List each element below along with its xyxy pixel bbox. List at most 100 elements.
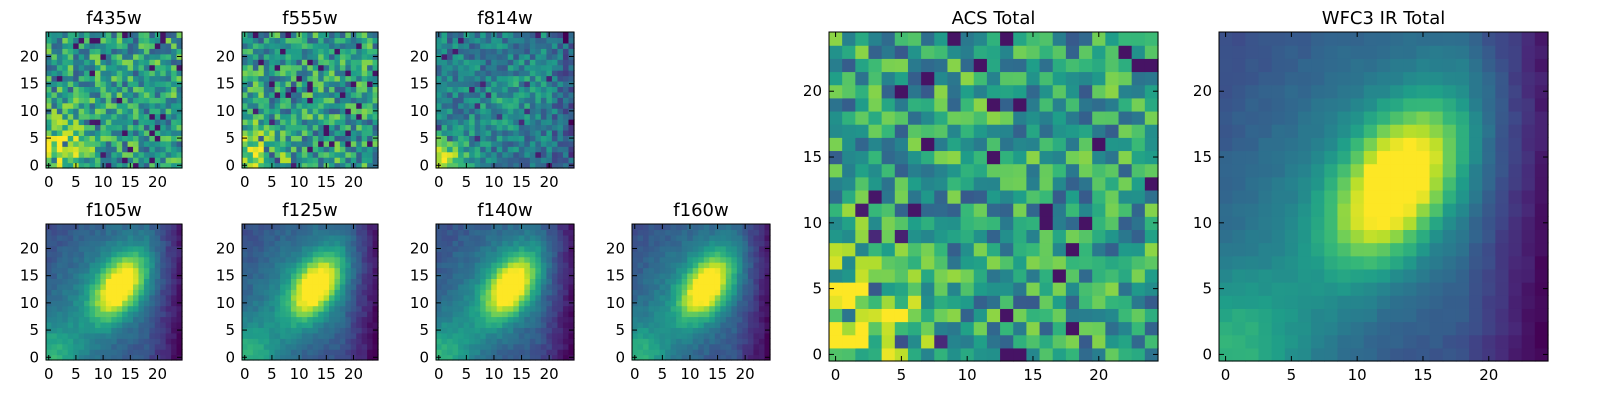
heatmap-cell	[285, 311, 292, 318]
heatmap-cell	[881, 295, 896, 309]
heatmap-cell	[100, 278, 107, 285]
heatmap-cell	[280, 245, 287, 252]
heatmap-cell	[361, 64, 368, 71]
heatmap-cell	[296, 102, 303, 109]
heatmap-cell	[665, 267, 672, 274]
heatmap-cell	[529, 343, 536, 350]
heatmap-cell	[138, 278, 145, 285]
heatmap-cell	[345, 311, 352, 318]
heatmap-cell	[334, 272, 341, 279]
heatmap-cell	[280, 151, 287, 158]
heatmap-cell	[829, 255, 843, 270]
heatmap-cell	[458, 343, 465, 350]
heatmap-cell	[842, 295, 856, 309]
heatmap-cell	[361, 97, 368, 104]
heatmap-cell	[491, 140, 498, 147]
heatmap-cell	[485, 256, 492, 263]
heatmap-cells	[46, 32, 183, 169]
heatmap-cell	[89, 32, 96, 39]
heatmap-cell	[154, 113, 161, 120]
heatmap-cell	[485, 321, 492, 328]
heatmap-cell	[56, 332, 63, 339]
heatmap-cell	[507, 151, 514, 158]
heatmap-cell	[154, 108, 161, 115]
heatmap-cell	[312, 162, 319, 169]
heatmap-cell	[334, 42, 341, 49]
heatmap-cell	[1079, 321, 1093, 336]
heatmap-cell	[742, 251, 749, 258]
heatmap-cell	[507, 305, 514, 312]
heatmap-cell	[269, 97, 276, 104]
heatmap-cell	[84, 234, 91, 241]
heatmap-cell	[907, 308, 922, 323]
heatmap-cell	[1065, 321, 1080, 336]
heatmap-cell	[274, 332, 281, 339]
heatmap-cell	[452, 75, 459, 82]
heatmap-cell	[122, 91, 129, 98]
heatmap-cell	[1052, 295, 1067, 309]
heatmap-cell	[154, 102, 161, 109]
heatmap-cell	[568, 305, 575, 312]
heatmap-cell	[535, 135, 542, 142]
heatmap-cell	[474, 262, 481, 269]
heatmap-cell	[105, 283, 112, 290]
heatmap-cell	[46, 316, 53, 323]
heatmap-cell	[562, 37, 570, 44]
heatmap-cell	[496, 146, 503, 153]
heatmap-cell	[654, 240, 661, 247]
heatmap-cell	[111, 316, 118, 323]
heatmap-cell	[529, 135, 536, 142]
heatmap-cell	[84, 294, 91, 301]
heatmap-cell	[242, 146, 249, 153]
heatmap-cell	[474, 256, 481, 263]
heatmap-cell	[540, 124, 547, 131]
heatmap-cell	[709, 251, 716, 258]
heatmap-cell	[165, 343, 172, 350]
heatmap-cell	[94, 256, 101, 263]
heatmap-cell	[84, 332, 91, 339]
heatmap-cell	[73, 48, 80, 55]
heatmap-cell	[643, 234, 650, 241]
heatmap-cell	[496, 64, 503, 71]
heatmap-cell	[513, 316, 520, 323]
heatmap-cell	[84, 48, 91, 55]
heatmap-cell	[1013, 321, 1027, 336]
heatmap-cell	[263, 245, 270, 252]
heatmap-cell	[296, 70, 303, 77]
heatmap-cell	[258, 157, 265, 164]
heatmap-cell	[681, 278, 688, 285]
heatmap-cell	[463, 97, 470, 104]
heatmap-cell	[736, 224, 743, 231]
heatmap-cell	[518, 64, 525, 71]
heatmap-cell	[62, 289, 69, 296]
heatmap-cell	[973, 229, 988, 244]
heatmap-cell	[307, 294, 314, 301]
heatmap-cell	[73, 53, 80, 60]
heatmap-cell	[312, 119, 319, 126]
heatmap-cell	[540, 343, 547, 350]
heatmap-cell	[753, 283, 760, 290]
heatmap-cell	[350, 102, 357, 109]
heatmap-cell	[496, 157, 503, 164]
heatmap-cell	[557, 42, 564, 49]
heatmap-cell	[496, 316, 503, 323]
heatmap-cell	[934, 189, 949, 204]
heatmap-cell	[274, 80, 281, 87]
heatmap-cell	[973, 242, 988, 257]
heatmap-cell	[149, 251, 156, 258]
heatmap-cell	[290, 294, 297, 301]
heatmap-cell	[720, 349, 727, 356]
heatmap-cell	[496, 75, 503, 82]
heatmap-cell	[138, 146, 145, 153]
y-tick-label: 20	[216, 239, 235, 257]
heatmap-cell	[670, 278, 677, 285]
heatmap-cell	[143, 311, 150, 318]
heatmap-cell	[367, 64, 374, 71]
heatmap-cell	[709, 272, 716, 279]
heatmap-cell	[329, 332, 336, 339]
heatmap-cell	[632, 283, 639, 290]
heatmap-cell	[56, 91, 63, 98]
heatmap-cell	[535, 64, 542, 71]
panel-title: f125w	[282, 200, 337, 221]
heatmap-cell	[56, 48, 63, 55]
